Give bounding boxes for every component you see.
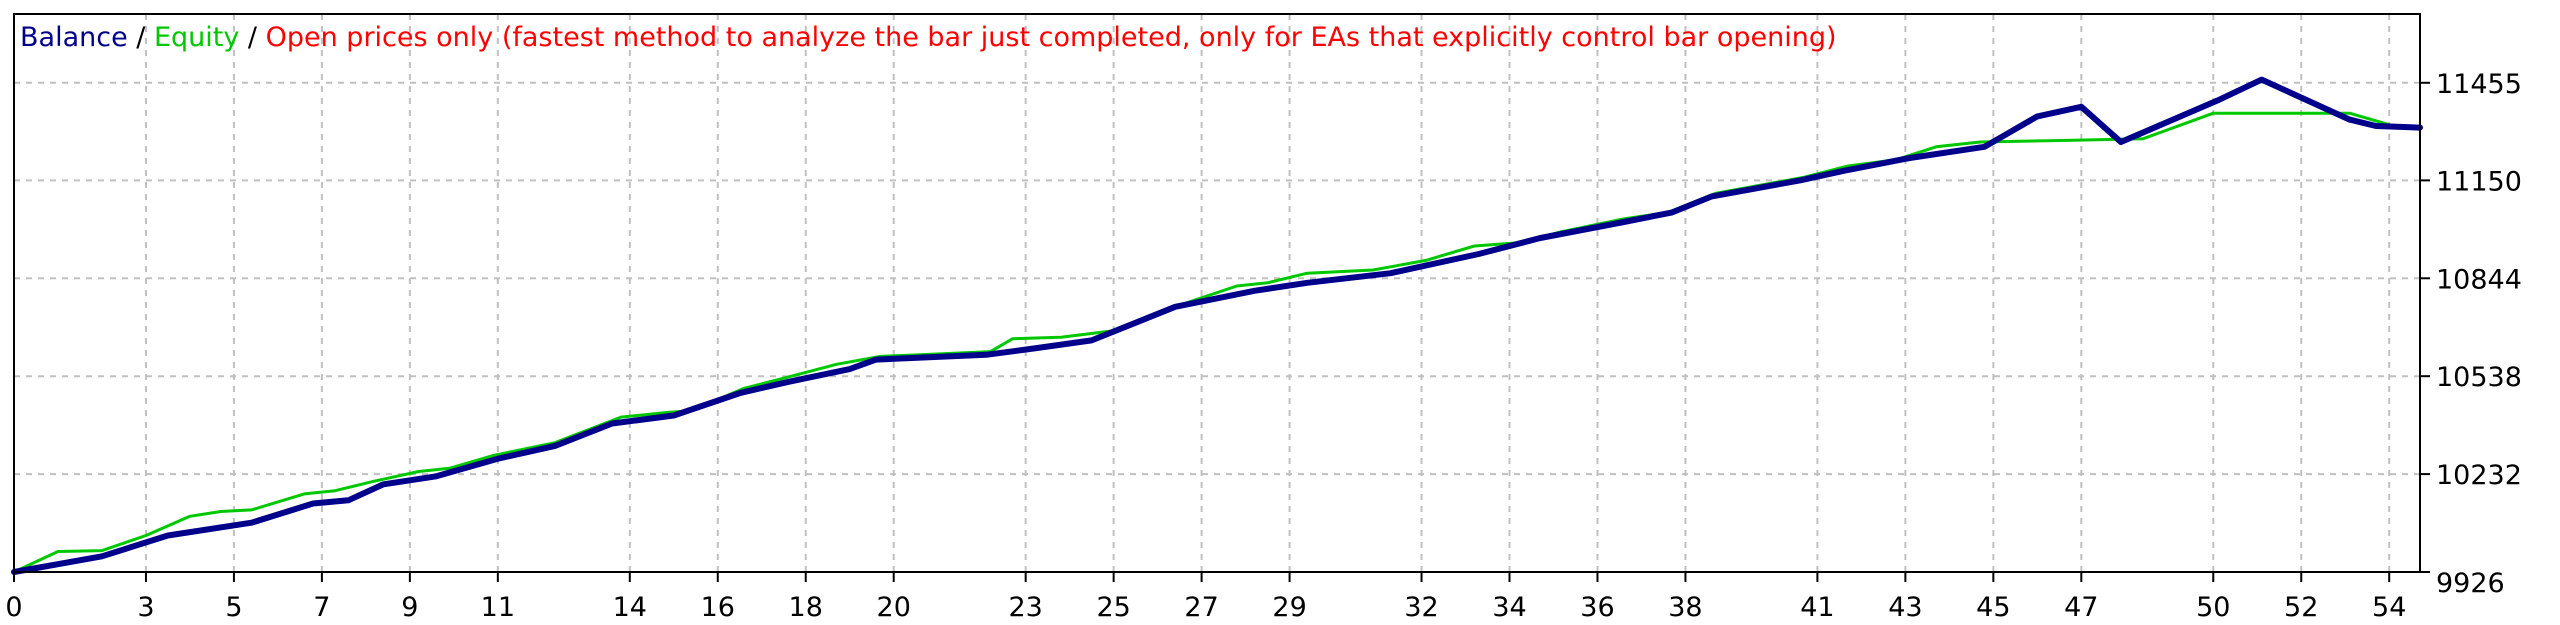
legend: Balance / Equity / Open prices only (fas… [20, 22, 1837, 53]
plot-frame [13, 13, 2421, 573]
x-tick-label: 20 [877, 592, 911, 623]
x-tick-label: 11 [481, 592, 515, 623]
x-tick-label: 25 [1096, 592, 1130, 623]
grid [13, 14, 2420, 572]
x-tick-label: 34 [1492, 592, 1526, 623]
y-tick-label: 10232 [2436, 460, 2522, 491]
x-tick-label: 7 [313, 592, 330, 623]
x-tick-label: 5 [225, 592, 242, 623]
x-tick-label: 29 [1272, 592, 1306, 623]
y-tick-label: 10844 [2436, 264, 2522, 295]
y-tick-label: 10538 [2436, 362, 2522, 393]
equity-line [12, 111, 2422, 574]
x-tick-label: 41 [1800, 592, 1834, 623]
x-tick-label: 14 [613, 592, 647, 623]
x-tick-label: 0 [5, 592, 22, 623]
y-axis: 9926 10232 10538 10844 11150 11455 [2420, 69, 2522, 599]
y-tick-label: 11455 [2436, 69, 2522, 100]
legend-equity: Equity [154, 22, 239, 53]
series-lines [11, 76, 2423, 575]
x-axis: 0 3 5 7 9 11 14 16 18 20 23 25 27 29 32 34 36 38 41 43 45 47 5… [5, 572, 2406, 623]
x-tick-label: 38 [1668, 592, 1702, 623]
x-tick-label: 27 [1184, 592, 1218, 623]
legend-balance: Balance [20, 22, 128, 53]
x-tick-label: 18 [789, 592, 823, 623]
legend-separator: / [128, 22, 154, 53]
balance-line [11, 76, 2423, 575]
x-tick-label: 45 [1976, 592, 2010, 623]
x-tick-label: 32 [1404, 592, 1438, 623]
x-tick-label: 54 [2372, 592, 2406, 623]
x-tick-label: 9 [401, 592, 418, 623]
x-tick-label: 36 [1580, 592, 1614, 623]
x-tick-label: 52 [2284, 592, 2318, 623]
x-tick-label: 3 [137, 592, 154, 623]
x-tick-label: 16 [701, 592, 735, 623]
x-tick-label: 23 [1008, 592, 1042, 623]
y-tick-label: 11150 [2436, 166, 2522, 197]
y-tick-label: 9926 [2436, 568, 2505, 599]
x-tick-label: 47 [2064, 592, 2098, 623]
legend-testing-mode: Open prices only (fastest method to anal… [266, 22, 1837, 53]
x-tick-label: 43 [1888, 592, 1922, 623]
x-tick-label: 50 [2196, 592, 2230, 623]
legend-separator: / [239, 22, 265, 53]
